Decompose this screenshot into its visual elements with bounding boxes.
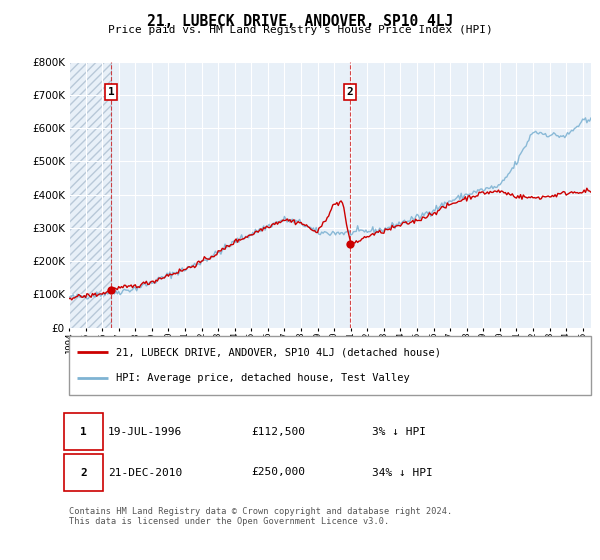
Text: 1: 1 — [80, 427, 87, 437]
Bar — [69, 62, 111, 328]
Text: 21-DEC-2010: 21-DEC-2010 — [108, 468, 182, 478]
Text: HPI: Average price, detached house, Test Valley: HPI: Average price, detached house, Test… — [116, 374, 410, 384]
Bar — [69, 62, 111, 328]
Text: 21, LUBECK DRIVE, ANDOVER, SP10 4LJ (detached house): 21, LUBECK DRIVE, ANDOVER, SP10 4LJ (det… — [116, 347, 441, 357]
Text: Price paid vs. HM Land Registry's House Price Index (HPI): Price paid vs. HM Land Registry's House … — [107, 25, 493, 35]
FancyBboxPatch shape — [64, 413, 103, 450]
Text: 34% ↓ HPI: 34% ↓ HPI — [372, 468, 433, 478]
FancyBboxPatch shape — [64, 454, 103, 491]
Text: 1: 1 — [108, 87, 115, 97]
Text: 21, LUBECK DRIVE, ANDOVER, SP10 4LJ: 21, LUBECK DRIVE, ANDOVER, SP10 4LJ — [147, 14, 453, 29]
Text: 2: 2 — [80, 468, 87, 478]
Text: £112,500: £112,500 — [252, 427, 306, 437]
Text: 19-JUL-1996: 19-JUL-1996 — [108, 427, 182, 437]
Text: Contains HM Land Registry data © Crown copyright and database right 2024.
This d: Contains HM Land Registry data © Crown c… — [69, 507, 452, 526]
Text: 3% ↓ HPI: 3% ↓ HPI — [372, 427, 426, 437]
Text: £250,000: £250,000 — [252, 468, 306, 478]
Text: 2: 2 — [347, 87, 353, 97]
FancyBboxPatch shape — [69, 336, 591, 395]
